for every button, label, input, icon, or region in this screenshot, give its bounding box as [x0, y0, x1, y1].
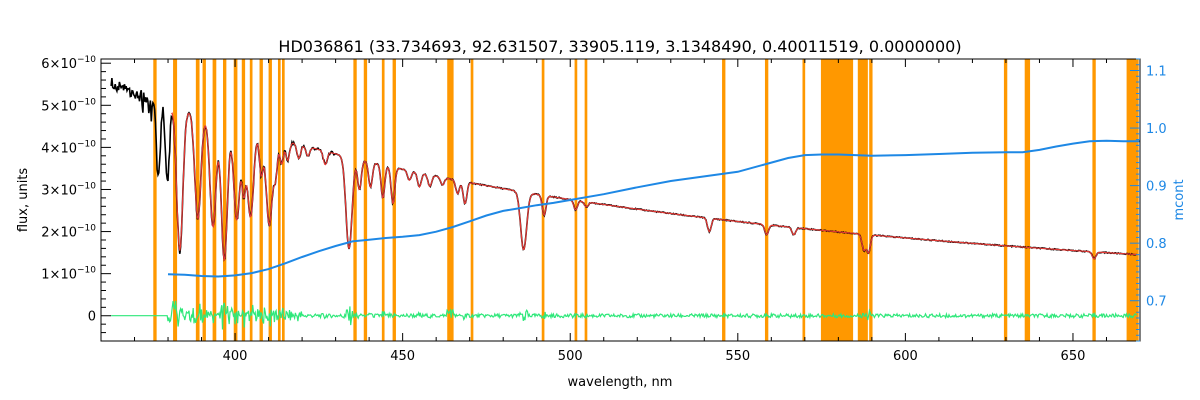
mask-band [722, 59, 726, 341]
y2-tick-label: 1.0 [1146, 122, 1167, 137]
y-tick-label: 5×10−10 [41, 97, 96, 114]
mask-band [249, 59, 253, 341]
mask-band [281, 59, 285, 341]
mask-band [802, 59, 806, 341]
mask-band [268, 59, 272, 341]
mask-bands [153, 59, 1139, 341]
y-tick-label: 1×10−10 [41, 266, 96, 283]
mask-band [1126, 59, 1139, 341]
mask-band [381, 59, 385, 341]
x-tick-label: 400 [223, 349, 248, 364]
mask-band [353, 59, 357, 341]
mask-band [1024, 59, 1031, 341]
x-tick-label: 500 [558, 349, 583, 364]
mask-band [869, 59, 873, 341]
x-tick-label: 650 [1061, 349, 1086, 364]
y2-axis-label: mcont [1172, 179, 1187, 220]
y-tick-label: 3×10−10 [41, 181, 96, 198]
y-tick-label: 2×10−10 [41, 224, 96, 241]
y-axis: 0 1×10−10 2×10−10 3×10−10 4×10−10 5×10−10 6×10… [41, 55, 111, 334]
x-axis-label: wavelength, nm [568, 375, 673, 390]
y2-tick-label: 0.8 [1146, 237, 1167, 252]
plot-frame [100, 58, 1141, 342]
mask-band [1003, 59, 1008, 341]
mask-band [857, 59, 868, 341]
chart-title: HD036861 (33.734693, 92.631507, 33905.11… [278, 37, 961, 56]
y2-axis: 0.7 0.8 0.9 1.0 1.1 [1130, 58, 1167, 342]
mask-band [820, 59, 854, 341]
mask-band [259, 59, 263, 341]
y-tick-label: 4×10−10 [41, 139, 96, 156]
series-mcont [167, 139, 1140, 278]
series-model [171, 112, 1137, 261]
x-axis: 400 450 500 550 600 650 [100, 59, 1141, 364]
mask-band [233, 59, 238, 341]
mask-band [212, 59, 217, 341]
mask-band [1092, 59, 1096, 341]
mask-band [277, 59, 281, 341]
series-residual [111, 300, 1138, 330]
mask-band [470, 59, 474, 341]
mask-band [541, 59, 545, 341]
mask-band [363, 59, 368, 341]
x-tick-label: 600 [893, 349, 918, 364]
mask-band [173, 59, 178, 341]
mask-band [241, 59, 246, 341]
y2-tick-label: 1.1 [1146, 65, 1167, 80]
x-tick-label: 450 [390, 349, 415, 364]
mask-band [764, 59, 769, 341]
y2-tick-label: 0.9 [1146, 180, 1167, 195]
y2-tick-label: 0.7 [1146, 295, 1167, 310]
y-axis-label: flux, units [16, 168, 31, 233]
mask-band [222, 59, 227, 341]
x-tick-label: 550 [725, 349, 750, 364]
mask-band [202, 59, 206, 341]
series-layer [110, 78, 1140, 330]
mask-band [153, 59, 157, 341]
mask-band [447, 59, 454, 341]
y-tick-label: 0 [88, 310, 96, 325]
mask-band [584, 59, 588, 341]
mask-band [195, 59, 200, 341]
y-tick-label: 6×10−10 [41, 55, 96, 72]
